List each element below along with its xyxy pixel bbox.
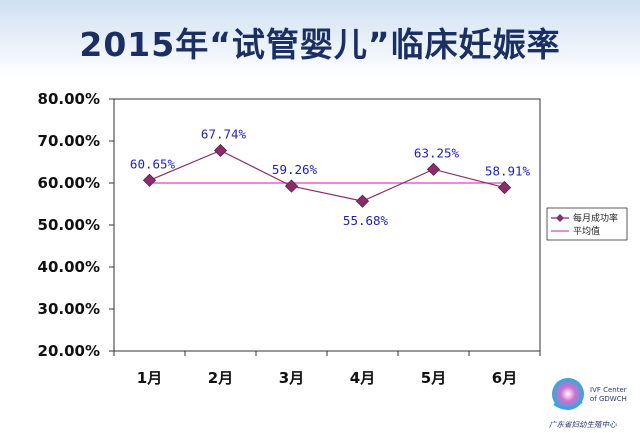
y-tick-label: 30.00% bbox=[38, 300, 100, 318]
y-tick-label: 20.00% bbox=[38, 342, 100, 360]
y-tick-label: 40.00% bbox=[38, 258, 100, 276]
logo-line-2: of GDWCH bbox=[590, 395, 627, 403]
x-tick-label: 5月 bbox=[421, 369, 446, 387]
logo-footer: 广东省妇幼生殖中心 bbox=[549, 420, 617, 429]
legend-marker-monthly bbox=[556, 214, 564, 222]
y-tick-label: 50.00% bbox=[38, 216, 100, 234]
x-tick-label: 4月 bbox=[350, 369, 375, 387]
x-tick-label: 2月 bbox=[208, 369, 233, 387]
logo-emblem bbox=[552, 378, 584, 410]
legend-label-average: 平均值 bbox=[573, 225, 600, 237]
data-label: 60.65% bbox=[130, 156, 176, 171]
x-tick-label: 1月 bbox=[137, 369, 162, 387]
data-point-marker bbox=[497, 181, 512, 195]
legend-box bbox=[546, 207, 628, 241]
data-point-marker bbox=[355, 194, 370, 208]
data-point-marker bbox=[284, 179, 299, 193]
page-title: 2015年“试管婴儿”临床妊娠率 bbox=[79, 25, 561, 64]
data-point-marker bbox=[426, 162, 441, 176]
plot-frame bbox=[113, 98, 541, 352]
data-label: 58.91% bbox=[485, 164, 531, 179]
y-tick-label: 80.00% bbox=[38, 90, 100, 108]
y-tick-label: 60.00% bbox=[38, 174, 100, 192]
data-label: 59.26% bbox=[272, 162, 318, 177]
x-tick-label: 3月 bbox=[279, 369, 304, 387]
data-label: 63.25% bbox=[414, 145, 460, 160]
data-label: 55.68% bbox=[343, 213, 389, 228]
monthly-rate-line bbox=[149, 149, 505, 202]
title-band bbox=[0, 0, 640, 78]
data-point-marker bbox=[213, 143, 228, 158]
y-tick-label: 70.00% bbox=[38, 132, 100, 150]
logo-line-1: IVF Center bbox=[590, 386, 627, 394]
data-label: 67.74% bbox=[201, 126, 247, 141]
data-point-marker bbox=[142, 173, 157, 187]
legend-label-monthly: 每月成功率 bbox=[573, 212, 618, 224]
ivf-center-logo: IVF Center of GDWCH 广东省妇幼生殖中心 bbox=[549, 378, 627, 429]
x-tick-label: 6月 bbox=[492, 369, 517, 387]
